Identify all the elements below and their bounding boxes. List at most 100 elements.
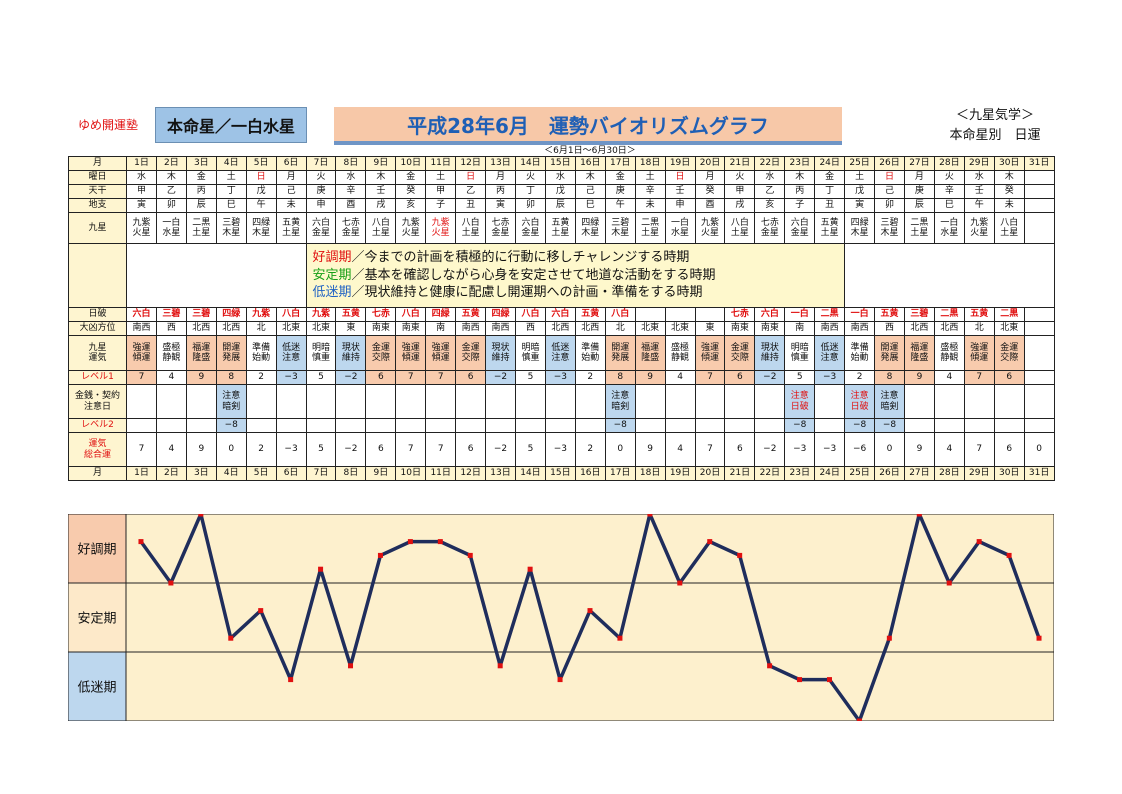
days-cell: 20日 <box>694 466 726 481</box>
level1-cell: 4 <box>664 370 696 385</box>
level1-cell: 2 <box>245 370 277 385</box>
weekdays-cell: 土 <box>215 170 247 185</box>
totals-cell: 6 <box>724 432 756 467</box>
weekdays-cell: 木 <box>574 170 606 185</box>
data-point <box>886 635 892 641</box>
nine_stars-cell: 八白 土星 <box>365 212 397 244</box>
totals-cell: 7 <box>694 432 726 467</box>
days-cell: 10日 <box>395 466 427 481</box>
nine_stars-cell: 七赤 金星 <box>754 212 786 244</box>
level2-cell: −8 <box>784 418 816 433</box>
stems-cell: 辛 <box>335 184 367 199</box>
data-point <box>557 677 563 683</box>
fortunes-cell: 低迷 注意 <box>275 335 307 371</box>
band-area <box>125 514 1054 584</box>
weekdays-cell: 木 <box>784 170 816 185</box>
band-label: 好調期 <box>77 543 116 558</box>
days-cell: 2日 <box>155 156 187 171</box>
data-point <box>168 580 174 586</box>
money-cell <box>485 384 516 419</box>
row-label-money: 金銭・契約 注意日 <box>68 384 127 419</box>
row-label-days: 月 <box>68 466 127 481</box>
level1-cell: 4 <box>155 370 187 385</box>
nine_stars-cell: 一白 水星 <box>664 212 696 244</box>
data-point <box>856 718 862 721</box>
desc-spacer-right <box>844 243 1055 308</box>
destruction-cell <box>664 307 696 322</box>
branches-cell: 戌 <box>365 198 397 213</box>
destruction-cell: 七赤 <box>724 307 756 322</box>
branches-cell: 卯 <box>155 198 187 213</box>
totals-cell: −2 <box>485 432 516 467</box>
level2-cell: −8 <box>215 418 247 433</box>
level1-cell: 8 <box>874 370 905 385</box>
days-cell: 4日 <box>215 156 247 171</box>
fortunes-cell: 福運 隆盛 <box>903 335 935 371</box>
nine_stars-cell: 九紫 火星 <box>126 212 157 244</box>
totals-cell: 7 <box>963 432 995 467</box>
row-label-nine_stars: 九星 <box>68 212 127 244</box>
days-cell: 19日 <box>664 156 696 171</box>
nine_stars-cell: 二黒 土星 <box>903 212 935 244</box>
money-cell <box>455 384 487 419</box>
level2-cell <box>395 418 427 433</box>
days-cell: 11日 <box>425 156 457 171</box>
destruction-cell: 四緑 <box>425 307 457 322</box>
level2-cell <box>514 418 546 433</box>
fortunes-cell: 現状 維持 <box>754 335 786 371</box>
directions-cell: 西 <box>514 321 546 336</box>
directions-cell: 南 <box>784 321 816 336</box>
data-point <box>258 608 264 614</box>
destruction-cell: 三碧 <box>155 307 187 322</box>
days-cell: 28日 <box>933 156 965 171</box>
totals-cell: 6 <box>365 432 397 467</box>
weekdays-cell: 土 <box>844 170 876 185</box>
days-cell: 5日 <box>245 156 277 171</box>
branches-cell: 未 <box>993 198 1025 213</box>
days-cell: 31日 <box>1023 466 1055 481</box>
money-cell <box>724 384 756 419</box>
branches-cell: 亥 <box>395 198 427 213</box>
row-label-destruction: 日破 <box>68 307 127 322</box>
level2-cell <box>574 418 606 433</box>
money-cell <box>365 384 397 419</box>
fortunes-cell: 強運 傾運 <box>395 335 427 371</box>
fortunes-cell: 盛極 静観 <box>933 335 965 371</box>
days-cell: 7日 <box>305 156 337 171</box>
branches-cell: 子 <box>425 198 457 213</box>
level2-cell <box>275 418 307 433</box>
fortunes-cell: 開運 発展 <box>604 335 636 371</box>
days-cell: 17日 <box>604 466 636 481</box>
money-cell <box>544 384 576 419</box>
totals-cell: 0 <box>1023 432 1055 467</box>
days-cell: 22日 <box>754 466 786 481</box>
level1-cell: 6 <box>993 370 1025 385</box>
nine_stars-cell: 六白 金星 <box>514 212 546 244</box>
stems-cell: 戊 <box>844 184 876 199</box>
data-point <box>228 635 234 641</box>
data-point <box>797 677 803 683</box>
days-cell: 6日 <box>275 466 307 481</box>
days-cell: 23日 <box>784 156 816 171</box>
money-cell <box>754 384 786 419</box>
level2-cell <box>485 418 516 433</box>
days-cell: 5日 <box>245 466 277 481</box>
weekdays-cell: 月 <box>694 170 726 185</box>
days-cell: 3日 <box>185 156 217 171</box>
destruction-cell: 二黒 <box>814 307 846 322</box>
money-cell <box>514 384 546 419</box>
level2-cell <box>724 418 756 433</box>
level2-cell <box>155 418 187 433</box>
money-cell <box>245 384 277 419</box>
directions-cell: 南西 <box>455 321 487 336</box>
totals-cell: −3 <box>544 432 576 467</box>
level2-cell <box>664 418 696 433</box>
days-cell: 16日 <box>574 466 606 481</box>
branches-cell: 酉 <box>335 198 367 213</box>
destruction-cell: 六白 <box>544 307 576 322</box>
level1-cell: 9 <box>185 370 217 385</box>
fortunes-cell: 明暗 慎重 <box>514 335 546 371</box>
data-point <box>437 539 443 545</box>
level1-cell: 8 <box>215 370 247 385</box>
data-point <box>946 580 952 586</box>
